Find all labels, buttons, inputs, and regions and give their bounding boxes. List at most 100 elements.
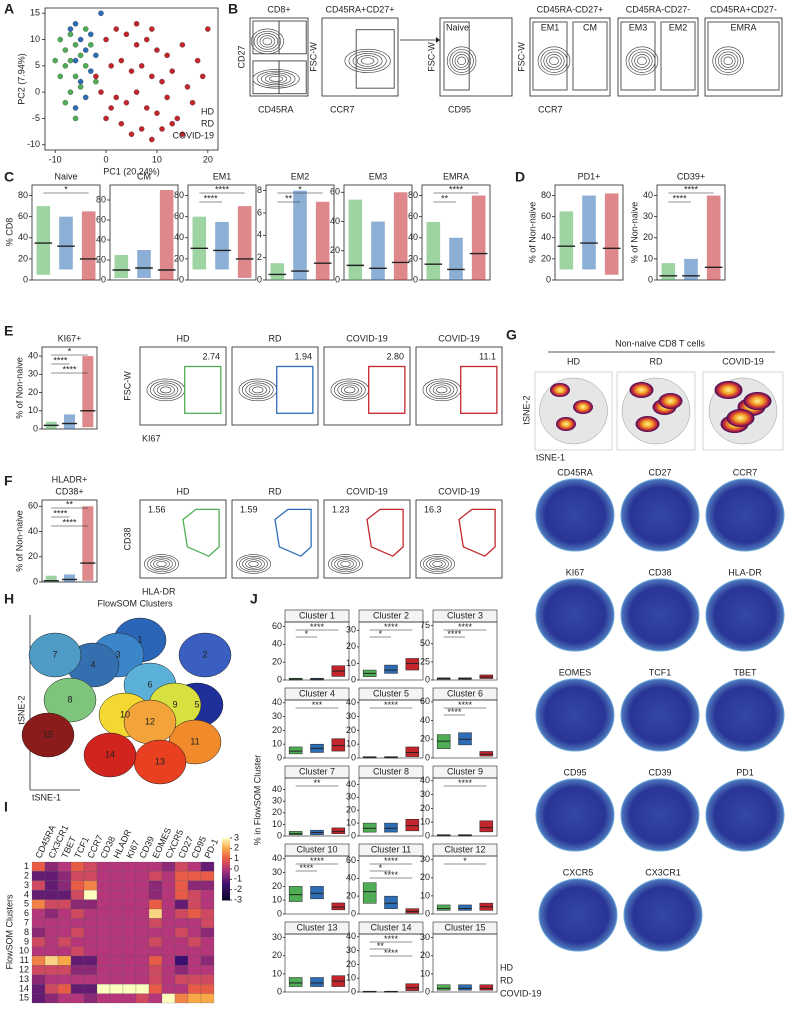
point: [72, 115, 79, 122]
plot-title: EM3: [369, 171, 388, 181]
contour: [156, 384, 175, 396]
heatmap-cell: [135, 974, 150, 985]
heatmap-cell: [31, 946, 46, 957]
contour: [245, 559, 262, 569]
y-tick-label: 0: [277, 830, 282, 840]
spread: [114, 255, 129, 278]
plot-frame: [284, 855, 350, 915]
flow-plot: [231, 346, 319, 426]
x-axis-label: CCR7: [330, 104, 355, 114]
heatmap-cell: [148, 984, 163, 994]
marker-title: CXCR5: [563, 867, 594, 877]
colorbar-step: [222, 850, 230, 853]
gate-label: EM2: [669, 22, 688, 32]
colorbar-step: [222, 864, 230, 868]
plot-title: CD45RA-CD27-: [626, 4, 691, 14]
y-tick-label: 10: [420, 968, 430, 978]
heatmap-cell: [174, 974, 189, 985]
y-tick-label: 10: [346, 817, 356, 827]
heatmap-cell: [31, 974, 46, 985]
gate: [460, 365, 498, 414]
cluster-label: 14: [105, 749, 115, 759]
plot-title: Cluster 10: [296, 844, 337, 854]
heatmap-cell: [109, 908, 124, 919]
heatmap-cell: [109, 918, 124, 928]
point: [164, 52, 170, 59]
plot-frame: [187, 184, 257, 281]
y-tick-label: 10: [30, 34, 40, 44]
y-axis-label: % in FlowSOM Cluster: [252, 755, 262, 846]
x-axis-label: KI67: [142, 433, 161, 443]
sig-label: ****: [53, 508, 68, 518]
plot-frame: [284, 933, 350, 993]
heatmap-cell: [57, 927, 72, 938]
heatmap-cell: [57, 955, 72, 966]
heatmap-cell: [83, 880, 98, 891]
contour: [331, 555, 360, 572]
contour: [436, 386, 448, 394]
contour: [337, 382, 363, 398]
heatmap-cell: [161, 927, 176, 938]
box: [331, 738, 346, 752]
y-tick-label: 0: [425, 752, 430, 762]
gate: [458, 508, 496, 557]
plot-frame: [284, 777, 350, 837]
y-tick-label: 0: [277, 908, 282, 918]
cluster-label: 12: [145, 716, 155, 726]
cluster-region: [178, 632, 232, 678]
density-spot: [714, 381, 743, 399]
tsne-map: [620, 478, 700, 552]
box: [479, 984, 494, 991]
point: [154, 110, 160, 116]
heatmap-cell: [200, 927, 215, 938]
point: [154, 47, 160, 53]
y-tick-label: 10: [272, 819, 282, 829]
y-tick-label: 0: [351, 908, 356, 918]
y-tick-label: 20: [420, 872, 430, 882]
plot-title: COVID-19: [438, 333, 480, 343]
heatmap-cell: [70, 918, 85, 928]
legend-entry: RD: [201, 118, 214, 128]
y-tick-label: 10: [346, 739, 356, 749]
y-tick-label: 20: [330, 245, 340, 255]
flow-plot: [323, 499, 411, 579]
y-tick-label: 20: [272, 881, 282, 891]
flow-plot: [139, 499, 227, 579]
y-tick-label: 80: [18, 190, 28, 200]
heatmap-cell: [57, 918, 72, 928]
heatmap-cell: [31, 984, 46, 994]
row-label: 5: [24, 899, 29, 909]
marker-title: CD38: [648, 567, 671, 577]
contour: [549, 56, 559, 66]
y-tick-label: 20: [346, 805, 356, 815]
sig-label: **: [66, 499, 74, 509]
y-tick-label: 0: [648, 274, 653, 284]
y-tick-label: 40: [643, 190, 653, 200]
contour: [344, 48, 391, 73]
heatmap-cell: [122, 918, 137, 928]
plot-title: Cluster 13: [296, 922, 337, 932]
heatmap-cell: [174, 899, 189, 910]
plot-title: Cluster 7: [299, 766, 335, 776]
sig-label: ****: [449, 184, 464, 194]
point: [93, 73, 99, 80]
heatmap-cell: [148, 899, 163, 910]
sig-label: ****: [62, 517, 77, 527]
heatmap-cell: [57, 937, 72, 947]
cluster-label: 10: [120, 709, 130, 719]
gate: [572, 21, 608, 91]
heatmap-cell: [70, 908, 85, 919]
colorbar-step: [222, 897, 230, 901]
heatmap-cell: [31, 965, 46, 975]
gate: [620, 21, 656, 91]
spread: [237, 206, 252, 278]
y-tick-label: 8: [257, 185, 262, 195]
point: [77, 84, 84, 90]
sig-label: ****: [384, 934, 399, 944]
cluster-region: [83, 732, 137, 778]
heatmap-cell: [44, 880, 59, 891]
contour: [334, 557, 357, 571]
row-label: 2: [24, 870, 29, 880]
plot-title: EM2: [291, 171, 310, 181]
gate-percent: 2.74: [202, 351, 220, 361]
